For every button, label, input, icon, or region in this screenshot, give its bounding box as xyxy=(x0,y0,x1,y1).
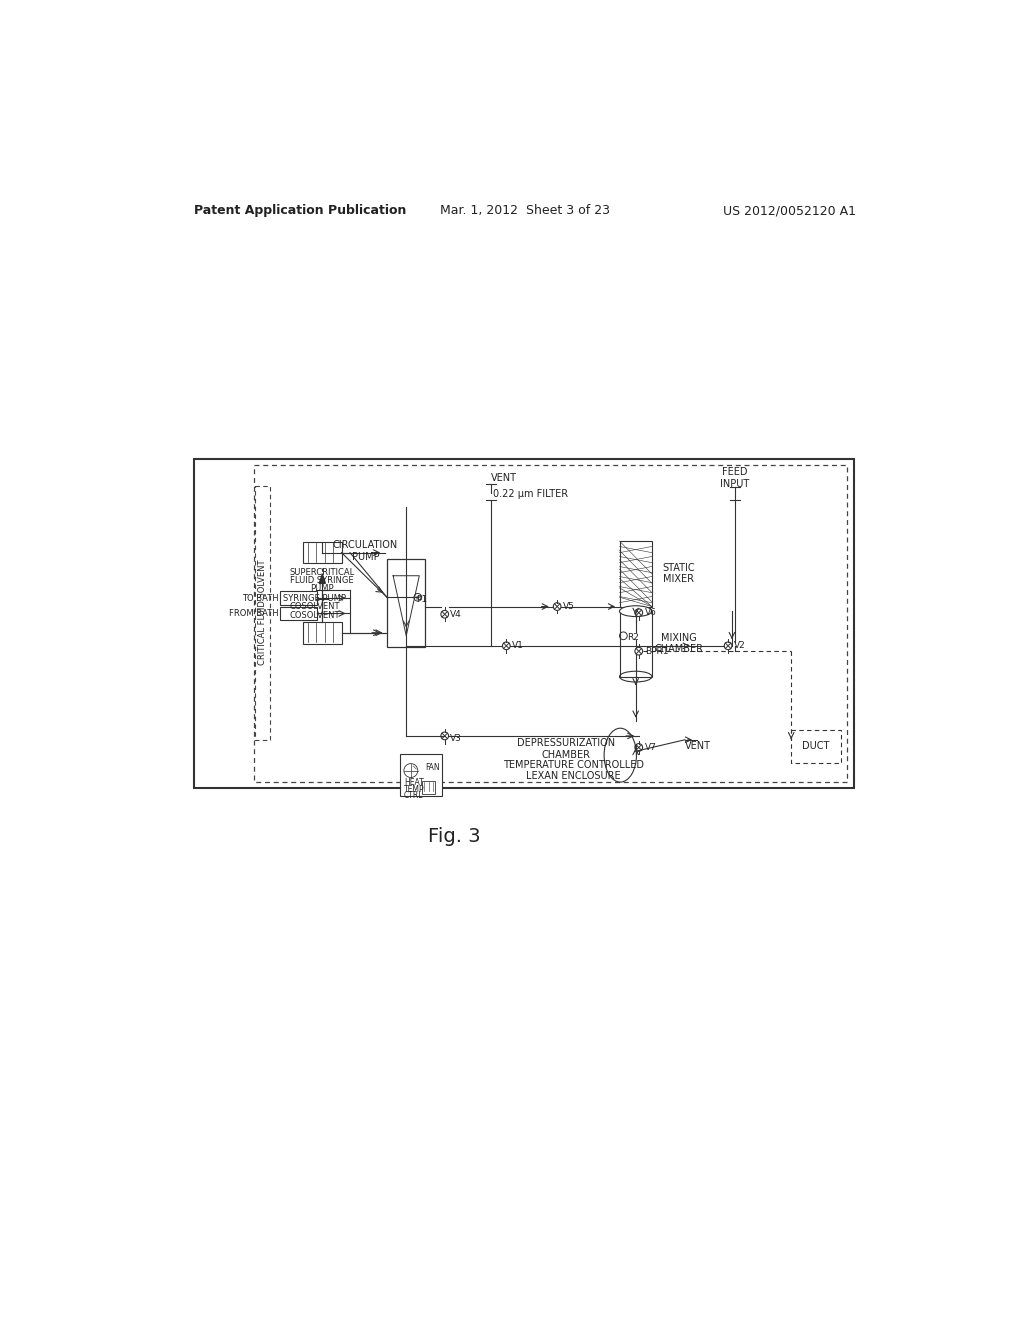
Text: COSOLVENT: COSOLVENT xyxy=(290,602,340,611)
Text: PUMP: PUMP xyxy=(310,583,334,593)
Text: Patent Application Publication: Patent Application Publication xyxy=(194,205,407,218)
Text: FAN: FAN xyxy=(425,763,440,772)
Text: V5: V5 xyxy=(562,602,574,611)
Text: V2: V2 xyxy=(733,642,745,651)
Text: DUCT: DUCT xyxy=(802,741,829,751)
Text: TO BATH: TO BATH xyxy=(242,594,279,602)
Text: Fig. 3: Fig. 3 xyxy=(428,826,480,846)
Bar xyxy=(280,591,316,605)
Text: VENT: VENT xyxy=(685,741,711,751)
Text: SUPERCRITICAL: SUPERCRITICAL xyxy=(290,568,355,577)
Bar xyxy=(387,558,425,647)
Bar xyxy=(254,465,847,781)
Text: 0.22 μm FILTER: 0.22 μm FILTER xyxy=(494,490,568,499)
Text: P1: P1 xyxy=(416,595,423,601)
Text: US 2012/0052120 A1: US 2012/0052120 A1 xyxy=(723,205,856,218)
Bar xyxy=(792,730,842,763)
Text: SYRINGE PUMP: SYRINGE PUMP xyxy=(283,594,346,603)
Text: P1: P1 xyxy=(416,595,427,605)
Text: STATIC
MIXER: STATIC MIXER xyxy=(663,562,695,585)
Ellipse shape xyxy=(620,606,652,616)
Text: Mar. 1, 2012  Sheet 3 of 23: Mar. 1, 2012 Sheet 3 of 23 xyxy=(439,205,610,218)
Text: V1: V1 xyxy=(512,642,523,651)
Text: FLUID SYRINGE: FLUID SYRINGE xyxy=(291,576,354,585)
Text: MIXING
CHAMBER: MIXING CHAMBER xyxy=(654,632,703,655)
Text: R2: R2 xyxy=(628,632,639,642)
Bar xyxy=(620,541,652,607)
Text: CIRCULATION
PUMP: CIRCULATION PUMP xyxy=(333,540,398,562)
Bar xyxy=(422,780,435,795)
Text: V4: V4 xyxy=(451,610,462,619)
Text: FROM BATH: FROM BATH xyxy=(228,609,279,618)
Bar xyxy=(280,607,316,620)
Text: HEAT: HEAT xyxy=(403,779,424,787)
Bar xyxy=(194,459,854,788)
Text: V3: V3 xyxy=(451,734,462,743)
Text: VENT: VENT xyxy=(490,473,517,483)
Text: V7: V7 xyxy=(645,743,656,752)
Text: TEMP: TEMP xyxy=(403,784,425,793)
Bar xyxy=(255,486,270,739)
Bar xyxy=(303,622,342,644)
Text: CRITICAL FLUID SOLVENT: CRITICAL FLUID SOLVENT xyxy=(258,560,266,665)
Bar xyxy=(620,611,652,677)
Text: CTRL: CTRL xyxy=(403,791,423,800)
Text: FEED
INPUT: FEED INPUT xyxy=(721,467,750,488)
Bar xyxy=(400,754,442,796)
Text: V6: V6 xyxy=(645,609,656,618)
Text: DEPRESSURIZATION
CHAMBER: DEPRESSURIZATION CHAMBER xyxy=(517,738,615,760)
Text: TEMPERATURE CONTROLLED
LEXAN ENCLOSURE: TEMPERATURE CONTROLLED LEXAN ENCLOSURE xyxy=(503,760,644,781)
Text: BPR1: BPR1 xyxy=(645,647,669,656)
Polygon shape xyxy=(319,574,326,583)
Text: COSOLVENT: COSOLVENT xyxy=(290,611,340,619)
Bar xyxy=(303,543,342,564)
